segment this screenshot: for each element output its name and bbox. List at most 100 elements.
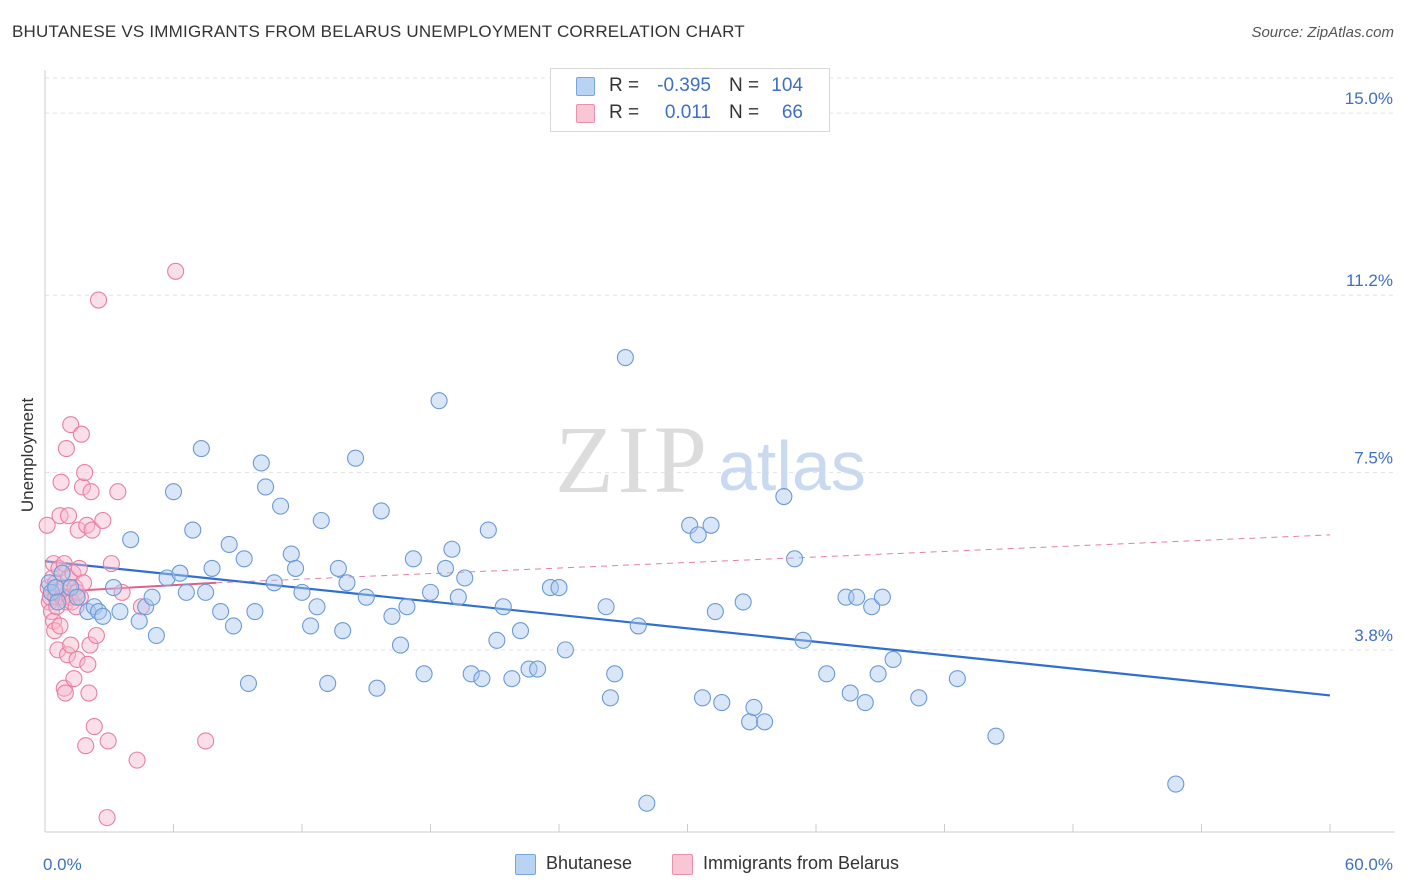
y-tick-label-3: 15.0%	[1345, 89, 1393, 108]
point-bhutanese-53	[404, 550, 422, 568]
point-bhutanese-99	[873, 588, 891, 606]
point-belarus-65	[197, 732, 215, 750]
stats-legend: R = -0.395 N = 104 R = 0.011 N = 66	[550, 68, 830, 132]
point-belarus-25	[57, 440, 75, 458]
point-bhutanese-70	[541, 579, 559, 597]
point-bhutanese-100	[884, 650, 902, 669]
point-belarus-16	[51, 507, 69, 525]
y-tick-label-0: 3.8%	[1354, 626, 1393, 645]
point-bhutanese-12	[111, 602, 129, 621]
point-bhutanese-83	[706, 602, 724, 621]
point-bhutanese-54	[415, 665, 433, 683]
point-bhutanese-18	[158, 569, 176, 587]
point-bhutanese-27	[220, 535, 238, 554]
point-bhutanese-48	[368, 679, 386, 697]
point-bhutanese-32	[252, 454, 270, 472]
point-bhutanese-72	[556, 641, 574, 659]
point-belarus-39	[69, 521, 87, 539]
point-bhutanese-63	[479, 521, 497, 539]
point-bhutanese-89	[775, 487, 793, 506]
point-bhutanese-49	[372, 502, 390, 520]
series-belarus-points	[38, 262, 215, 827]
point-bhutanese-43	[329, 559, 347, 577]
point-belarus-43	[73, 478, 92, 496]
point-bhutanese-60	[456, 569, 474, 587]
point-bhutanese-78	[638, 794, 656, 812]
point-belarus-14	[49, 641, 67, 659]
point-bhutanese-71	[550, 579, 568, 597]
point-bhutanese-51	[391, 636, 410, 654]
point-bhutanese-31	[246, 602, 264, 621]
point-bhutanese-10	[94, 607, 112, 625]
y-tick-label-2: 11.2%	[1346, 271, 1393, 290]
point-bhutanese-76	[616, 348, 634, 367]
legend-r-label: R =	[609, 75, 640, 96]
trend-line-bhutanese	[44, 560, 1331, 697]
point-bhutanese-86	[741, 713, 759, 731]
point-belarus-34	[65, 670, 83, 688]
point-bhutanese-90	[786, 550, 804, 568]
legend-row-bhutanese: R = -0.395 N = 104	[551, 74, 829, 101]
point-bhutanese-69	[529, 660, 547, 678]
point-belarus-30	[62, 416, 80, 434]
point-bhutanese-5	[62, 579, 80, 597]
point-bhutanese-81	[693, 689, 712, 707]
point-bhutanese-44	[334, 622, 352, 640]
point-bhutanese-57	[436, 559, 455, 577]
point-belarus-18	[52, 473, 70, 491]
point-bhutanese-67	[511, 622, 530, 640]
point-belarus-42	[72, 425, 90, 443]
point-bhutanese-64	[488, 631, 506, 649]
point-belarus-23	[56, 684, 74, 702]
point-bhutanese-101	[910, 689, 928, 707]
point-belarus-47	[78, 516, 96, 534]
legend-n-label: N =	[729, 75, 760, 96]
point-belarus-45	[76, 464, 94, 482]
point-bhutanese-61	[462, 665, 480, 683]
point-bhutanese-62	[473, 670, 491, 688]
point-bhutanese-55	[421, 583, 440, 601]
point-bhutanese-80	[689, 526, 707, 544]
point-bhutanese-15	[137, 598, 155, 616]
point-bhutanese-6	[68, 588, 86, 606]
point-bhutanese-77	[629, 617, 647, 635]
point-belarus-62	[128, 751, 146, 769]
point-belarus-63	[132, 598, 150, 616]
point-belarus-49	[80, 684, 98, 702]
point-bhutanese-4	[53, 564, 71, 582]
point-belarus-53	[85, 718, 103, 736]
point-bhutanese-30	[239, 674, 258, 692]
watermark-zip: ZIP	[555, 406, 711, 513]
point-bhutanese-28	[224, 617, 243, 635]
point-bhutanese-94	[841, 684, 859, 702]
point-belarus-40	[70, 559, 88, 577]
point-bhutanese-14	[130, 612, 148, 630]
legend-n-value: 66	[781, 102, 803, 123]
point-bhutanese-74	[601, 689, 619, 707]
point-bhutanese-79	[681, 516, 699, 534]
series-bhutanese-points	[40, 348, 1185, 812]
point-bhutanese-87	[745, 698, 763, 716]
point-bhutanese-95	[848, 588, 866, 606]
legend-r-value: -0.395	[657, 75, 711, 96]
chart-title: BHUTANESE VS IMMIGRANTS FROM BELARUS UNE…	[12, 22, 745, 41]
point-bhutanese-103	[987, 727, 1005, 745]
point-bhutanese-73	[597, 598, 615, 616]
watermark-atlas: atlas	[718, 427, 866, 505]
point-bhutanese-97	[863, 598, 881, 616]
legend-n-value: 104	[771, 75, 803, 96]
point-bhutanese-35	[272, 497, 290, 515]
point-belarus-52	[83, 521, 101, 539]
point-bhutanese-25	[203, 559, 221, 577]
y-tick-label-1: 7.5%	[1354, 449, 1393, 468]
point-bhutanese-21	[177, 583, 195, 601]
point-bhutanese-39	[302, 617, 320, 635]
point-bhutanese-96	[856, 694, 874, 712]
point-bhutanese-29	[235, 550, 253, 568]
watermark: ZIP atlas	[555, 406, 866, 513]
point-bhutanese-33	[257, 478, 275, 496]
point-bhutanese-88	[756, 713, 774, 731]
point-bhutanese-75	[606, 665, 624, 683]
legend-swatch-blue	[576, 77, 595, 96]
point-bhutanese-41	[312, 511, 330, 530]
